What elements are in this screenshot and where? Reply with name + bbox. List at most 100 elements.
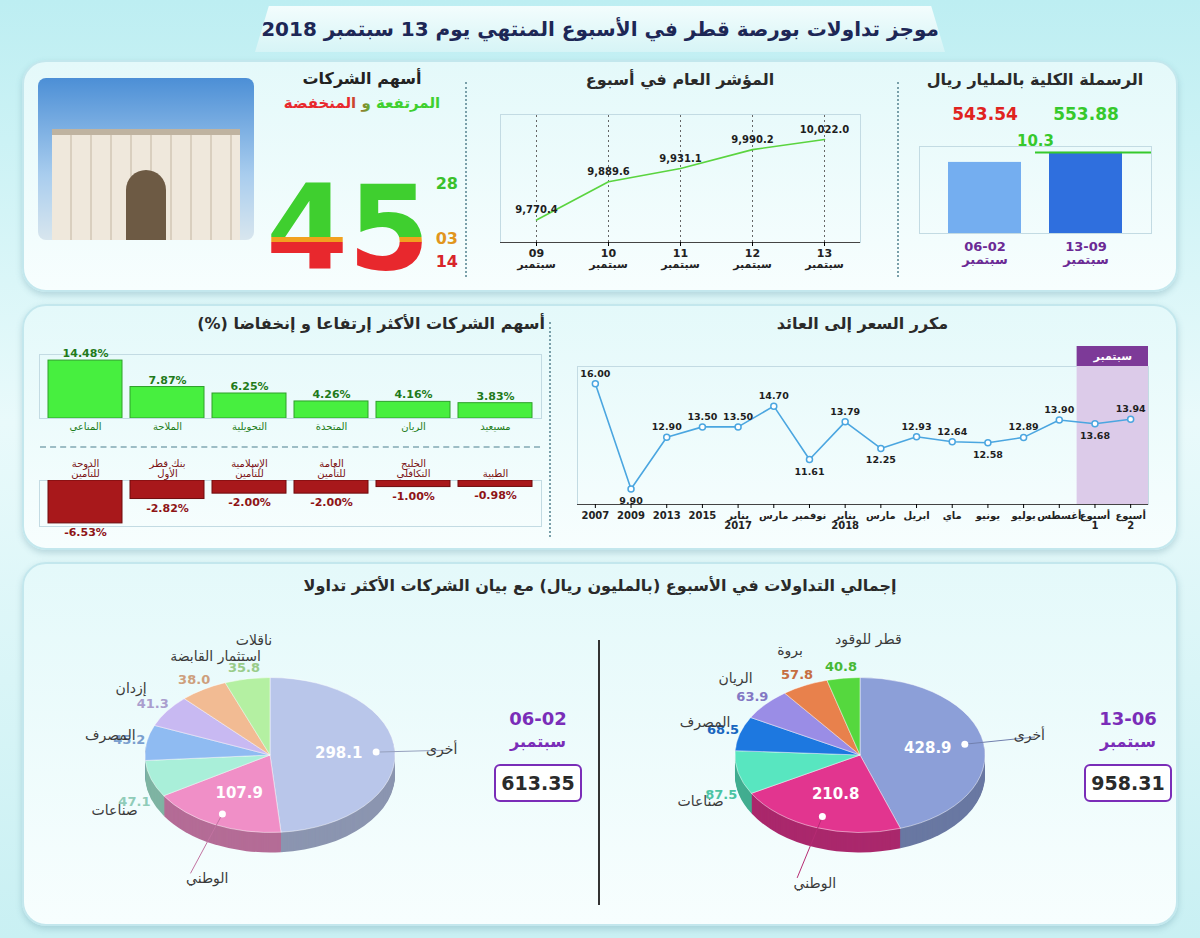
svg-text:57.8: 57.8 xyxy=(781,667,813,682)
svg-text:958.31: 958.31 xyxy=(1091,772,1164,794)
svg-text:14.48%: 14.48% xyxy=(63,347,109,360)
svg-text:14.70: 14.70 xyxy=(759,390,789,401)
svg-text:-6.53%: -6.53% xyxy=(64,526,107,539)
svg-text:المصرف: المصرف xyxy=(85,727,136,744)
svg-text:9,889.6: 9,889.6 xyxy=(587,166,629,177)
svg-text:12.90: 12.90 xyxy=(652,421,682,432)
svg-text:الريان: الريان xyxy=(401,421,426,432)
svg-text:10.3: 10.3 xyxy=(1017,132,1054,150)
svg-text:يناير2018: يناير2018 xyxy=(831,510,859,531)
svg-text:يونيو: يونيو xyxy=(975,510,1000,522)
svg-text:12.64: 12.64 xyxy=(937,426,967,437)
svg-text:63.9: 63.9 xyxy=(736,689,768,704)
svg-text:13سبتمبر: 13سبتمبر xyxy=(804,247,844,271)
svg-text:أسبوع1: أسبوع1 xyxy=(1080,509,1110,531)
svg-text:2007: 2007 xyxy=(581,510,609,521)
svg-text:أخرى: أخرى xyxy=(426,740,457,758)
svg-text:553.88: 553.88 xyxy=(1053,104,1119,124)
svg-text:13-09سبتمبر: 13-09سبتمبر xyxy=(1062,239,1109,267)
svg-text:-0.98%: -0.98% xyxy=(474,489,517,502)
svg-text:543.54: 543.54 xyxy=(952,104,1018,124)
svg-text:6.25%: 6.25% xyxy=(230,380,268,393)
svg-text:13.68: 13.68 xyxy=(1080,430,1110,441)
svg-text:مسيعيد: مسيعيد xyxy=(480,421,510,432)
svg-text:يوليو: يوليو xyxy=(1011,510,1036,522)
svg-text:المرتفعة و المنخفضة: المرتفعة و المنخفضة xyxy=(284,94,440,112)
svg-text:298.1: 298.1 xyxy=(315,744,362,762)
svg-text:الإسلاميةللتأمين: الإسلاميةللتأمين xyxy=(231,458,268,479)
svg-text:13-06: 13-06 xyxy=(1099,708,1157,729)
svg-text:16.00: 16.00 xyxy=(580,368,610,379)
svg-text:3.83%: 3.83% xyxy=(476,390,514,403)
svg-text:بنك قطرالأول: بنك قطرالأول xyxy=(149,458,186,480)
svg-text:9,770.4: 9,770.4 xyxy=(515,204,557,215)
svg-text:13.94: 13.94 xyxy=(1116,403,1146,414)
svg-text:الوطني: الوطني xyxy=(794,875,836,892)
svg-text:صناعات: صناعات xyxy=(677,793,723,809)
svg-text:العامةللتأمين: العامةللتأمين xyxy=(317,458,345,479)
svg-text:11سبتمبر: 11سبتمبر xyxy=(660,247,700,271)
svg-text:10سبتمبر: 10سبتمبر xyxy=(588,247,628,271)
svg-text:35.8: 35.8 xyxy=(228,660,260,675)
svg-text:ناقلات: ناقلات xyxy=(236,632,272,648)
svg-text:13.90: 13.90 xyxy=(1044,404,1074,415)
svg-text:4.16%: 4.16% xyxy=(394,388,432,401)
svg-text:-2.00%: -2.00% xyxy=(310,496,353,509)
svg-text:أسبوع2: أسبوع2 xyxy=(1115,509,1145,531)
svg-text:أغسطس: أغسطس xyxy=(1037,509,1081,522)
svg-text:06-02سبتمبر: 06-02سبتمبر xyxy=(961,239,1008,267)
svg-text:سبتمبر: سبتمبر xyxy=(1099,732,1156,751)
svg-text:المتحدة: المتحدة xyxy=(316,421,348,432)
svg-text:12.58: 12.58 xyxy=(973,449,1003,460)
svg-text:الريان: الريان xyxy=(718,670,752,687)
svg-text:-1.00%: -1.00% xyxy=(392,490,435,503)
svg-text:12سبتمبر: 12سبتمبر xyxy=(732,247,772,271)
svg-text:-2.82%: -2.82% xyxy=(146,502,189,515)
svg-text:2009: 2009 xyxy=(617,510,645,521)
svg-text:13.50: 13.50 xyxy=(723,411,753,422)
svg-text:10,022.0: 10,022.0 xyxy=(800,124,849,135)
svg-text:4.26%: 4.26% xyxy=(312,388,350,401)
svg-text:12.93: 12.93 xyxy=(902,421,932,432)
svg-text:428.9: 428.9 xyxy=(904,739,951,757)
svg-text:9,931.1: 9,931.1 xyxy=(659,153,701,164)
svg-text:قطر للوقود: قطر للوقود xyxy=(835,631,902,648)
svg-text:-2.00%: -2.00% xyxy=(228,496,271,509)
svg-text:12.89: 12.89 xyxy=(1009,421,1039,432)
svg-text:الوطني: الوطني xyxy=(186,870,228,887)
svg-text:06-02: 06-02 xyxy=(509,708,567,729)
svg-text:مارس: مارس xyxy=(866,510,896,522)
svg-text:المصرف: المصرف xyxy=(680,714,731,731)
svg-text:أخرى: أخرى xyxy=(1014,726,1045,744)
svg-text:41.3: 41.3 xyxy=(137,696,169,711)
svg-text:38.0: 38.0 xyxy=(178,672,210,687)
svg-text:9,990.2: 9,990.2 xyxy=(731,134,773,145)
svg-text:مارس: مارس xyxy=(759,510,789,522)
svg-text:40.8: 40.8 xyxy=(825,659,857,674)
svg-text:2015: 2015 xyxy=(688,510,716,521)
svg-text:12.25: 12.25 xyxy=(866,454,896,465)
svg-text:بروة: بروة xyxy=(777,642,803,659)
svg-text:أسهم الشركات: أسهم الشركات xyxy=(302,68,421,88)
svg-text:09سبتمبر: 09سبتمبر xyxy=(516,247,556,271)
svg-text:يناير2017: يناير2017 xyxy=(724,510,752,531)
svg-text:الطبية: الطبية xyxy=(483,468,508,479)
svg-text:13.50: 13.50 xyxy=(687,411,717,422)
svg-text:14: 14 xyxy=(436,252,458,271)
svg-text:28: 28 xyxy=(436,174,458,193)
svg-text:صناعات: صناعات xyxy=(92,802,138,818)
svg-text:التحويلية: التحويلية xyxy=(232,421,267,432)
svg-text:03: 03 xyxy=(436,229,458,248)
svg-text:سبتمبر: سبتمبر xyxy=(509,732,566,751)
svg-text:45: 45 xyxy=(266,159,430,297)
svg-text:نوفمبر: نوفمبر xyxy=(792,510,827,522)
svg-text:الملاحة: الملاحة xyxy=(153,421,182,432)
svg-text:2013: 2013 xyxy=(653,510,681,521)
svg-text:7.87%: 7.87% xyxy=(148,374,186,387)
svg-text:ابريل: ابريل xyxy=(903,510,929,522)
svg-text:إزدان: إزدان xyxy=(116,680,147,697)
svg-text:107.9: 107.9 xyxy=(215,784,262,802)
svg-text:الدوحةللتأمين: الدوحةللتأمين xyxy=(71,458,99,479)
svg-text:الخليجالتكافلي: الخليجالتكافلي xyxy=(397,458,431,480)
svg-text:ماي: ماي xyxy=(943,510,962,522)
